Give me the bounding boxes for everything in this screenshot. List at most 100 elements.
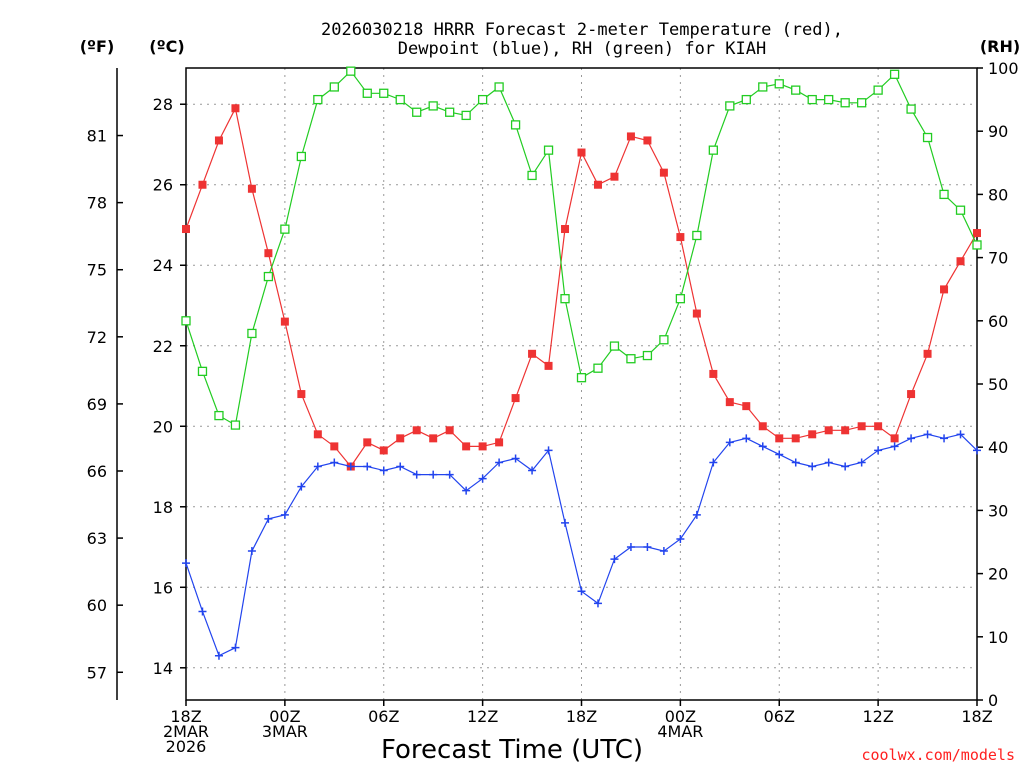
dewpoint-point-11 (363, 462, 372, 471)
celsius-tick-label-24: 24 (153, 256, 173, 275)
rh-point-35 (758, 82, 768, 92)
temperature-point-9 (330, 442, 339, 451)
rh-point-19 (494, 82, 504, 92)
fahrenheit-tick-label-69: 69 (87, 395, 107, 414)
rh-point-30 (675, 294, 686, 304)
rh-point-47 (955, 205, 966, 215)
rh-tick-label-90: 90 (988, 122, 1008, 141)
rh-point-29 (659, 335, 669, 345)
rh-point-3 (230, 420, 241, 430)
rh-point-15 (428, 101, 438, 111)
temperature-point-25 (593, 180, 602, 189)
rh-tick-label-20: 20 (988, 565, 1008, 584)
celsius-tick-label-18: 18 (153, 498, 173, 517)
dewpoint-point-36 (775, 450, 784, 459)
rh-tick-label-70: 70 (988, 249, 1008, 268)
temperature-point-14 (412, 426, 421, 435)
fahrenheit-tick-label-66: 66 (87, 462, 107, 481)
dewpoint-point-8 (313, 462, 322, 471)
temperature-point-17 (462, 442, 471, 451)
rh-tick-label-80: 80 (988, 185, 1008, 204)
data-series (181, 66, 982, 660)
dewpoint-point-6 (280, 510, 289, 519)
dewpoint-point-47 (956, 430, 965, 439)
dewpoint-point-15 (429, 470, 438, 479)
dewpoint-point-13 (396, 462, 405, 471)
temperature-point-30 (676, 233, 685, 242)
rh-point-26 (609, 341, 620, 351)
celsius-tick-label-20: 20 (153, 417, 173, 436)
dewpoint-point-29 (659, 547, 668, 556)
celsius-tick-label-14: 14 (153, 659, 173, 678)
temperature-point-7 (297, 390, 306, 399)
rh-tick-label-100: 100 (988, 59, 1019, 78)
temperature-point-28 (643, 136, 652, 145)
temperature-point-41 (857, 422, 866, 431)
rh-tick-label-30: 30 (988, 501, 1008, 520)
x-tick-label-42-0: 12Z (862, 707, 893, 726)
dewpoint-point-43 (890, 442, 899, 451)
rh-point-42 (873, 85, 883, 95)
rh-tick-label-10: 10 (988, 628, 1008, 647)
rh-point-32 (708, 145, 718, 155)
y-axis-ticks: 14 16 18 20 22 24 26 28 57 60 63 66 69 72 75 78 81 0 10 20 3… (87, 59, 1019, 710)
rh-point-13 (395, 94, 405, 105)
temperature-point-26 (610, 172, 619, 181)
rh-tick-label-40: 40 (988, 438, 1008, 457)
x-tick-label-30-1: 4MAR (657, 722, 703, 741)
dewpoint-point-28 (643, 543, 652, 552)
temperature-point-45 (923, 349, 932, 358)
dewpoint-point-1 (198, 607, 207, 616)
rh-point-38 (807, 94, 817, 105)
rh-point-6 (280, 224, 290, 234)
rh-tick-label-0: 0 (988, 691, 998, 710)
temperature-point-35 (758, 422, 767, 431)
temperature-point-20 (511, 394, 520, 403)
dewpoint-point-22 (544, 446, 553, 455)
dewpoint-point-46 (940, 434, 949, 443)
rh-point-8 (313, 94, 323, 105)
dewpoint-point-24 (577, 587, 586, 596)
temperature-point-23 (561, 225, 570, 234)
rh-point-44 (906, 104, 916, 114)
temperature-point-16 (445, 426, 454, 435)
temperature-point-22 (544, 361, 553, 370)
rh-point-7 (296, 151, 307, 162)
temperature-point-36 (775, 434, 784, 443)
rh-point-20 (510, 120, 521, 130)
fahrenheit-tick-label-75: 75 (87, 261, 107, 280)
x-tick-label-18-0: 12Z (467, 707, 498, 726)
temperature-point-32 (709, 369, 718, 378)
rh-point-9 (329, 82, 339, 92)
credit-text: coolwx.com/models (861, 746, 1015, 764)
x-tick-label-6-1: 3MAR (262, 722, 308, 741)
dewpoint-point-33 (725, 438, 734, 447)
x-tick-label-0-2: 2026 (166, 737, 207, 756)
temperature-point-34 (742, 402, 751, 411)
celsius-tick-label-22: 22 (153, 337, 173, 356)
celsius-tick-label-26: 26 (153, 176, 173, 195)
rh-point-41 (856, 98, 867, 108)
rh-point-11 (362, 88, 372, 98)
temperature-point-0 (182, 225, 190, 234)
x-tick-label-24-0: 18Z (566, 707, 597, 726)
rh-point-16 (445, 107, 455, 117)
x-tick-label-0-0: 18Z (170, 707, 201, 726)
temperature-point-15 (429, 434, 438, 443)
rh-point-33 (725, 101, 735, 111)
rh-point-37 (791, 85, 801, 95)
dewpoint-point-7 (297, 482, 306, 491)
celsius-tick-label-16: 16 (153, 578, 173, 597)
temperature-point-33 (725, 398, 734, 407)
rh-point-24 (576, 373, 587, 383)
dewpoint-point-27 (626, 543, 635, 552)
temperature-point-19 (495, 438, 504, 447)
dewpoint-point-0 (182, 559, 190, 568)
temperature-point-4 (247, 184, 256, 193)
rh-point-43 (889, 69, 900, 79)
celsius-unit-label: (ºC) (149, 37, 184, 56)
temperature-point-37 (791, 434, 800, 443)
temperature-point-38 (808, 430, 817, 439)
celsius-tick-label-28: 28 (153, 95, 173, 114)
